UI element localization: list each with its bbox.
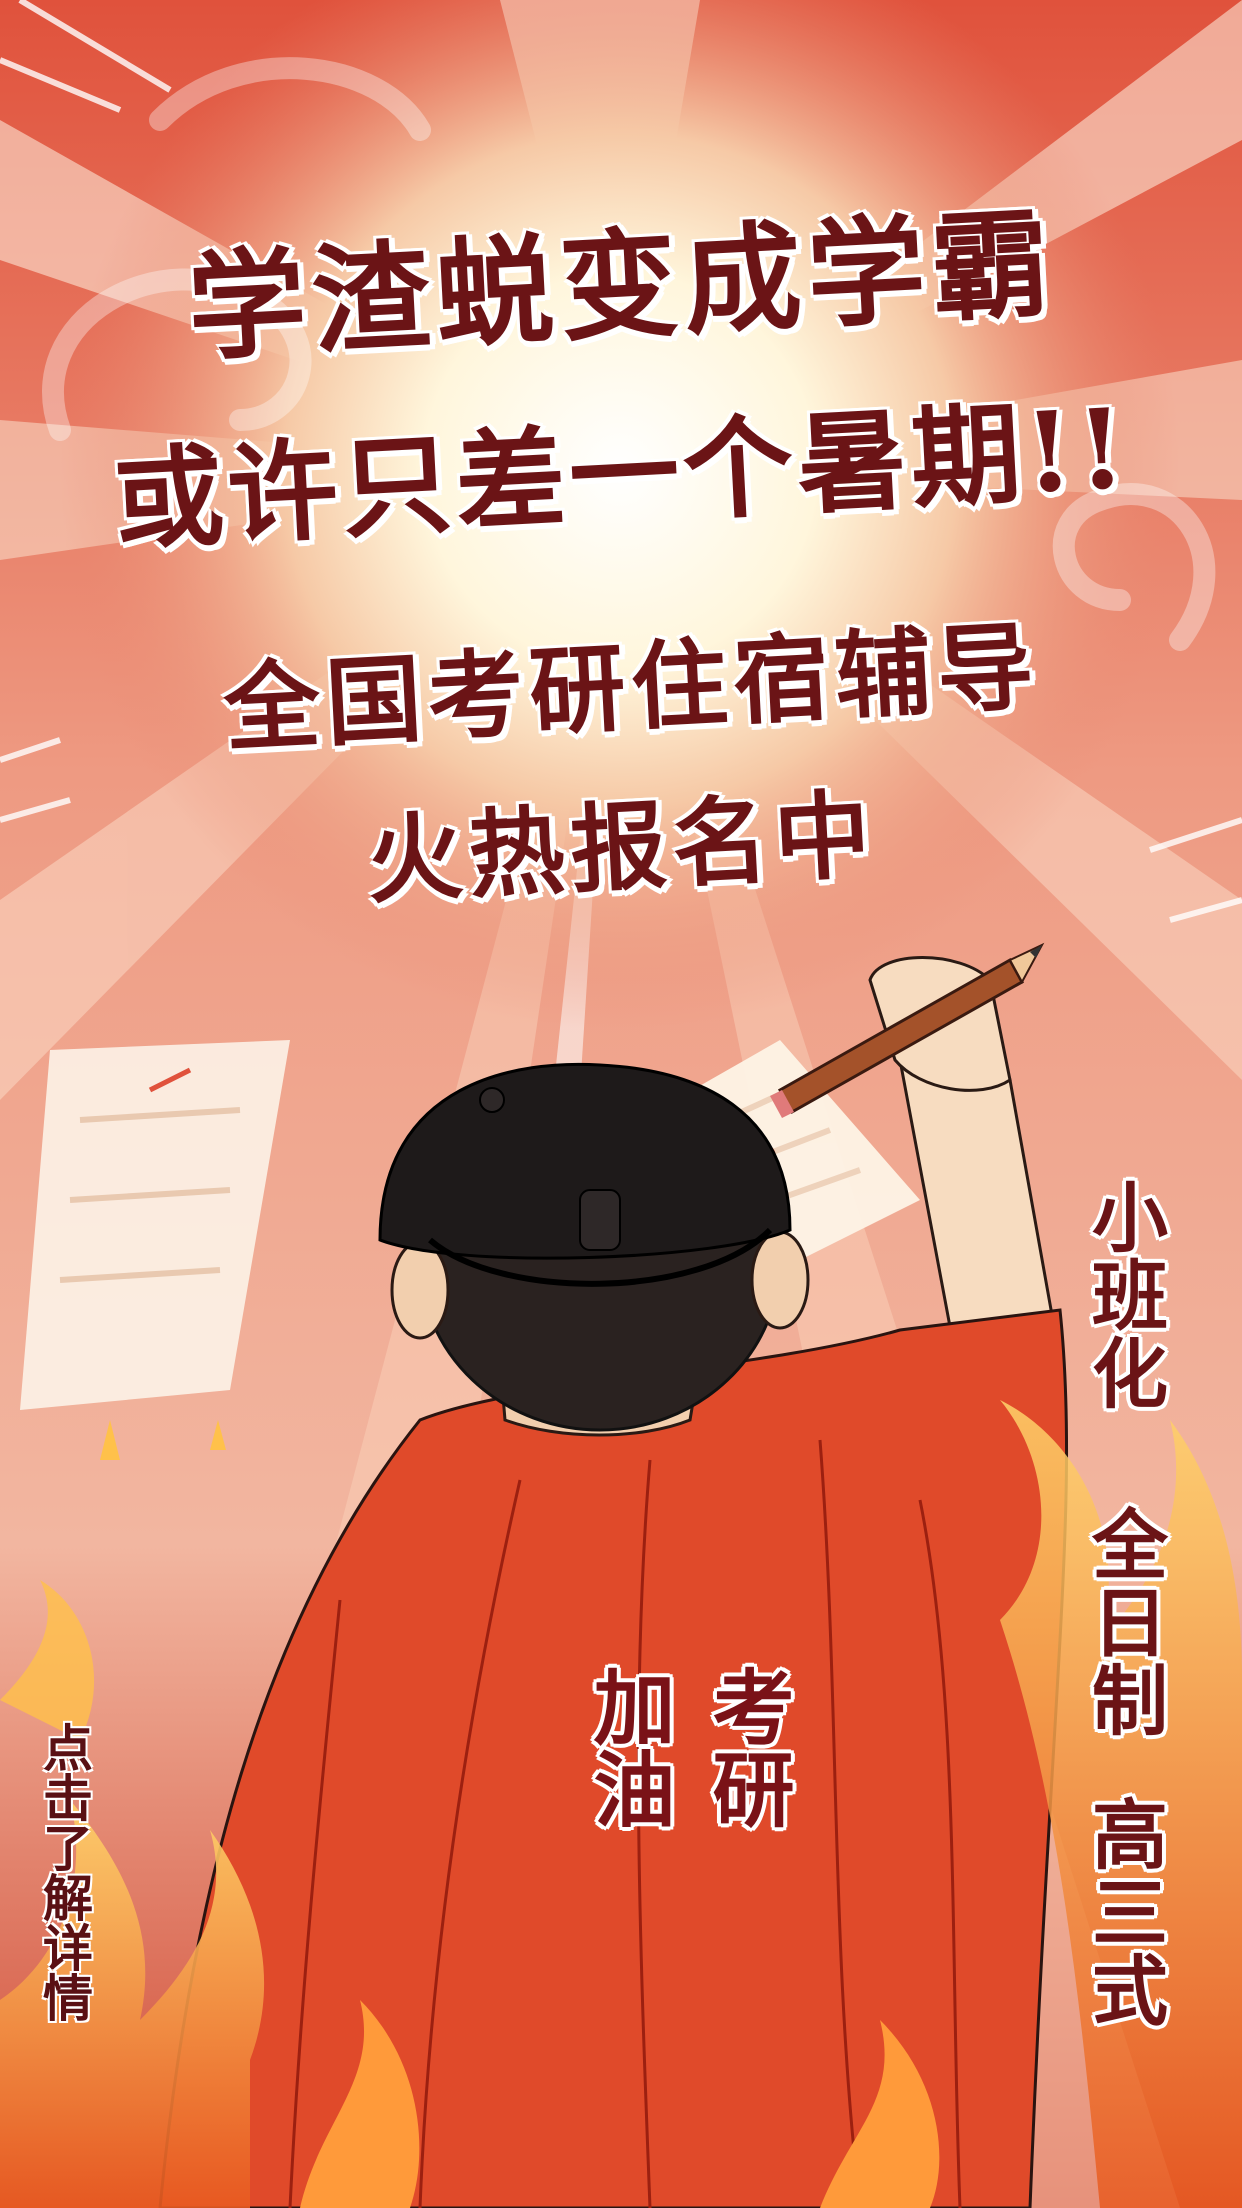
feature-tag-senior-style: 高三式 (1079, 1795, 1168, 2029)
cap (378, 1062, 792, 1260)
student-figure (158, 942, 1069, 2208)
pencil (770, 942, 1045, 1118)
shirt-slogan: 考研 加油 (568, 1665, 806, 1829)
speed-lines (0, 0, 1242, 923)
sun-glow (60, 0, 1180, 1030)
details-link[interactable]: 点击了解详情 (35, 1722, 93, 2022)
swirl-clouds (42, 57, 1216, 651)
shirt-slogan-col-1: 考研 (698, 1665, 794, 1829)
shirt-slogan-col-2: 加油 (579, 1665, 675, 1829)
flames (0, 1400, 1242, 2208)
paper-left (20, 1040, 290, 1410)
feature-tag-small-class: 小班化 (1079, 1178, 1168, 1412)
feature-tag-full-time: 全日制 (1079, 1505, 1168, 1739)
